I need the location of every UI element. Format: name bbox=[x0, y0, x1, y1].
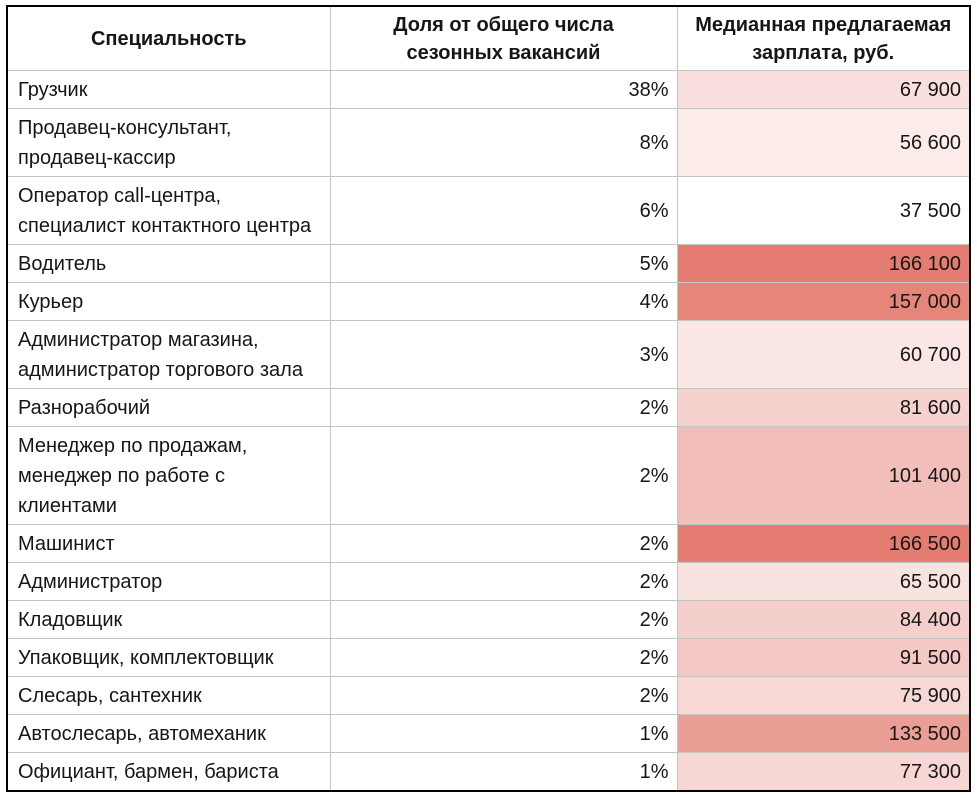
salary-cell: 77 300 bbox=[676, 752, 971, 792]
share-cell: 3% bbox=[329, 320, 678, 389]
salary-cell: 91 500 bbox=[676, 638, 971, 677]
seasonal-vacancies-table: Специальность Доля от общего числа сезон… bbox=[6, 5, 971, 792]
salary-cell: 60 700 bbox=[676, 320, 971, 389]
specialty-cell: Администратор магазина, администратор то… bbox=[6, 320, 331, 389]
table-row: Кладовщик 2% 84 400 bbox=[6, 600, 971, 639]
salary-cell: 37 500 bbox=[676, 176, 971, 245]
share-cell: 1% bbox=[329, 752, 678, 792]
table-row: Курьер 4% 157 000 bbox=[6, 282, 971, 321]
specialty-cell: Продавец-консультант, продавец-кассир bbox=[6, 108, 331, 177]
share-cell: 6% bbox=[329, 176, 678, 245]
share-cell: 2% bbox=[329, 426, 678, 525]
salary-cell: 81 600 bbox=[676, 388, 971, 427]
table-row: Разнорабочий 2% 81 600 bbox=[6, 388, 971, 427]
salary-cell: 75 900 bbox=[676, 676, 971, 715]
table-row: Слесарь, сантехник 2% 75 900 bbox=[6, 676, 971, 715]
table-row: Автослесарь, автомеханик 1% 133 500 bbox=[6, 714, 971, 753]
table-row: Менеджер по продажам, менеджер по работе… bbox=[6, 426, 971, 525]
salary-cell: 157 000 bbox=[676, 282, 971, 321]
specialty-cell: Машинист bbox=[6, 524, 331, 563]
share-cell: 5% bbox=[329, 244, 678, 283]
share-cell: 2% bbox=[329, 388, 678, 427]
share-cell: 2% bbox=[329, 676, 678, 715]
specialty-cell: Грузчик bbox=[6, 70, 331, 109]
header-row: Специальность Доля от общего числа сезон… bbox=[6, 5, 971, 71]
table-row: Оператор call-центра, специалист контакт… bbox=[6, 176, 971, 245]
salary-cell: 84 400 bbox=[676, 600, 971, 639]
header-specialty: Специальность bbox=[6, 5, 331, 71]
share-cell: 1% bbox=[329, 714, 678, 753]
table-row: Машинист 2% 166 500 bbox=[6, 524, 971, 563]
table-row: Упаковщик, комплектовщик 2% 91 500 bbox=[6, 638, 971, 677]
header-specialty-label: Специальность bbox=[90, 27, 247, 50]
salary-cell: 65 500 bbox=[676, 562, 971, 601]
specialty-cell: Кладовщик bbox=[6, 600, 331, 639]
header-salary-label: Медианная предлагаемая зарплата, руб. bbox=[695, 13, 952, 64]
salary-cell: 166 500 bbox=[676, 524, 971, 563]
table-body: Грузчик 38% 67 900 Продавец-консультант, пр… bbox=[6, 70, 971, 792]
table-row: Продавец-консультант, продавец-кассир 8% 5… bbox=[6, 108, 971, 177]
header-share-label: Доля от общего числа сезонных вакансий bbox=[393, 13, 614, 64]
share-cell: 8% bbox=[329, 108, 678, 177]
specialty-cell: Водитель bbox=[6, 244, 331, 283]
salary-cell: 166 100 bbox=[676, 244, 971, 283]
specialty-cell: Курьер bbox=[6, 282, 331, 321]
share-cell: 2% bbox=[329, 562, 678, 601]
specialty-cell: Разнорабочий bbox=[6, 388, 331, 427]
specialty-cell: Упаковщик, комплектовщик bbox=[6, 638, 331, 677]
table-row: Администратор магазина, администратор то… bbox=[6, 320, 971, 389]
share-cell: 38% bbox=[329, 70, 678, 109]
salary-cell: 133 500 bbox=[676, 714, 971, 753]
specialty-cell: Менеджер по продажам, менеджер по работе… bbox=[6, 426, 331, 525]
specialty-cell: Автослесарь, автомеханик bbox=[6, 714, 331, 753]
salary-cell: 101 400 bbox=[676, 426, 971, 525]
salary-cell: 56 600 bbox=[676, 108, 971, 177]
share-cell: 2% bbox=[329, 600, 678, 639]
header-salary: Медианная предлагаемая зарплата, руб. bbox=[676, 5, 971, 71]
share-cell: 2% bbox=[329, 524, 678, 563]
table-row: Официант, бармен, бариста 1% 77 300 bbox=[6, 752, 971, 792]
table-row: Водитель 5% 166 100 bbox=[6, 244, 971, 283]
table-row: Администратор 2% 65 500 bbox=[6, 562, 971, 601]
specialty-cell: Слесарь, сантехник bbox=[6, 676, 331, 715]
salary-cell: 67 900 bbox=[676, 70, 971, 109]
header-share: Доля от общего числа сезонных вакансий bbox=[329, 5, 678, 71]
specialty-cell: Администратор bbox=[6, 562, 331, 601]
share-cell: 4% bbox=[329, 282, 678, 321]
share-cell: 2% bbox=[329, 638, 678, 677]
specialty-cell: Официант, бармен, бариста bbox=[6, 752, 331, 792]
table-row: Грузчик 38% 67 900 bbox=[6, 70, 971, 109]
specialty-cell: Оператор call-центра, специалист контакт… bbox=[6, 176, 331, 245]
